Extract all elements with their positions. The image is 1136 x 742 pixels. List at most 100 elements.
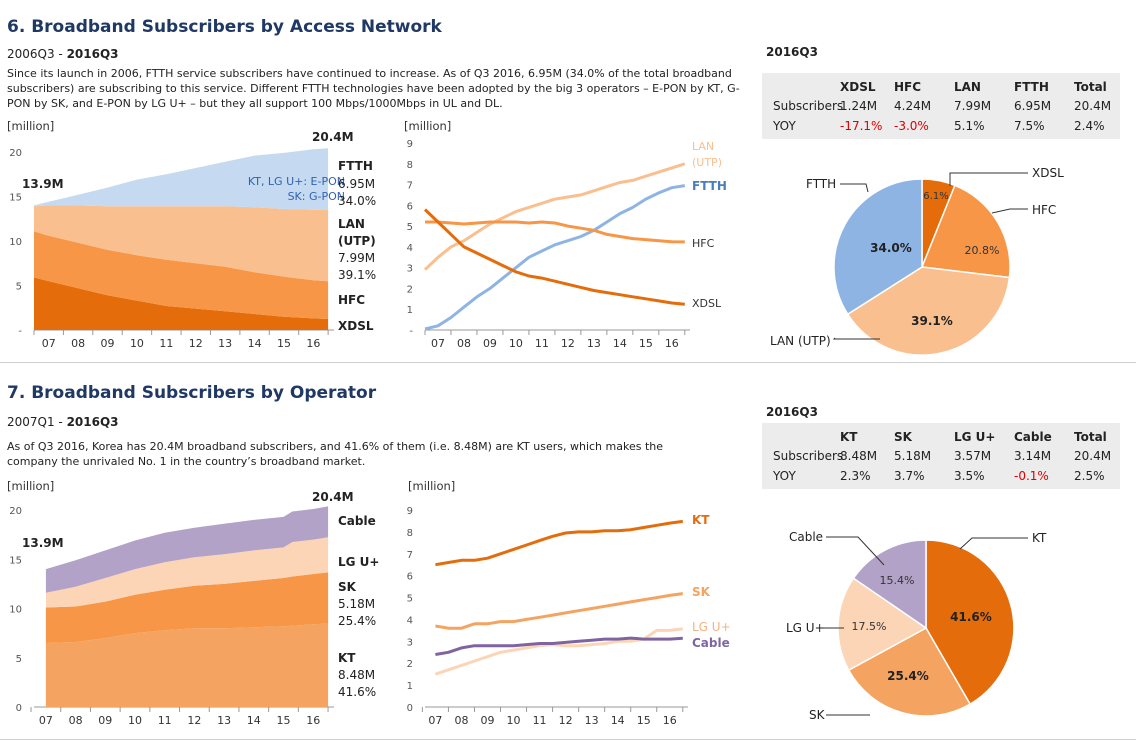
table-cell: 3.7% [894,469,925,483]
pie6-chart: 6.1% 20.8% 39.1% 34.0% XDSL HFC LAN (UTP) FTTH [770,166,1064,356]
y-tick-label: 6 [407,572,413,583]
table-cell: 3.57M [954,449,992,463]
start-total-label: 13.9M [22,536,64,550]
chart7b-unit-label: [million] [408,479,456,493]
y-tick-label: 6 [407,201,413,212]
y-tick-label: 1 [407,305,413,316]
x-tick-label: 16 [663,714,677,727]
x-tick-label: 08 [69,714,83,727]
sk-share: 25.4% [338,614,376,628]
chart6a-stacked-area: - 5 10 15 20 07 08 09 10 11 12 13 14 15 16 13.9M 20.4M KT… [9,130,376,350]
pie-category-label: XDSL [1032,166,1064,180]
table-cell: 2.3% [840,469,871,483]
table-cell: 5.1% [954,119,985,133]
y-tick-label: 7 [407,181,413,192]
end-total-label: 20.4M [312,490,354,504]
lgu-line-label: LG U+ [692,620,730,634]
area-series-sk [45,572,329,643]
table-row-label: YOY [773,469,796,483]
pie-label: 17.5% [852,620,887,633]
cable-line-label: Cable [692,636,730,650]
pie-label: 20.8% [965,244,1000,257]
table-header: SK [894,430,912,444]
pie-label: 25.4% [887,669,929,683]
table7-title: 2016Q3 [766,405,818,419]
chart6a-unit-label: [million] [7,119,55,133]
x-tick-label: 09 [483,337,497,350]
y-tick-label: 2 [407,284,413,295]
x-tick-label: 16 [306,337,320,350]
table-cell-negative: -3.0% [894,119,929,133]
table-cell: 2.5% [1074,469,1105,483]
line-series-lg-u- [434,627,683,676]
table-cell: 8.48M [840,449,878,463]
period-end: 2016Q3 [66,47,119,61]
table7: KT SK LG U+ Cable Total Subscribers 8.48… [762,423,1120,489]
hfc-line-label: HFC [692,237,715,250]
table-header: HFC [894,80,922,94]
y-tick-label: 0 [407,703,413,714]
line-series-kt [435,519,683,567]
kt-value: 8.48M [338,668,375,682]
kt-line-label: KT [692,513,710,527]
x-tick-label: 14 [611,714,625,727]
period-end: 2016Q3 [66,415,119,429]
y-tick-label: 5 [407,222,413,233]
y-tick-label: 4 [407,615,413,626]
table-cell: 7.5% [1014,119,1045,133]
hfc-label: HFC [338,293,365,307]
table-row-label: Subscribers [773,449,844,463]
y-tick-label: 4 [407,243,413,254]
table-header: Cable [1014,430,1052,444]
table-cell: 3.5% [954,469,985,483]
lan-share: 39.1% [338,268,376,282]
x-tick-label: 10 [128,714,142,727]
x-tick-label: 12 [559,714,573,727]
pie-category-label: LAN (UTP) [770,334,831,348]
x-tick-label: 15 [277,337,291,350]
x-tick-label: 11 [533,714,547,727]
section7-title: 7. Broadband Subscribers by Operator [7,383,377,403]
y-tick-label: 15 [9,193,22,204]
y-tick-label: 3 [407,637,413,648]
start-total-label: 13.9M [22,177,64,191]
x-tick-label: 08 [454,714,468,727]
x-tick-label: 07 [42,337,56,350]
ftth-note: KT, LG U+: E-PON [248,175,345,188]
lgu-label: LG U+ [338,555,379,569]
pie-label: 41.6% [950,610,992,624]
table-cell: 1.24M [840,99,878,113]
pie-slice-ftth [833,178,923,316]
ftth-note: SK: G-PON [288,190,345,203]
ftth-share: 34.0% [338,194,376,208]
pie-category-label: HFC [1032,203,1056,217]
pie-category-label: SK [809,708,826,722]
table-cell: 20.4M [1074,449,1112,463]
y-tick-label: 9 [407,139,413,150]
x-tick-label: 13 [587,337,601,350]
description-line: company the unrivaled No. 1 in the count… [7,455,366,468]
area-series-hfc [34,231,329,319]
description-line: As of Q3 2016, Korea has 20.4M broadband… [7,440,663,453]
x-tick-label: 08 [71,337,85,350]
lan-value: 7.99M [338,251,375,265]
area-series-xdsl [34,277,329,330]
y-tick-label: 20 [9,148,22,159]
x-tick-label: 12 [187,714,201,727]
line-series-lan-utp- [423,162,686,271]
x-tick-label: 14 [247,714,261,727]
cable-label: Cable [338,514,376,528]
x-tick-label: 13 [218,337,232,350]
leader-line [949,172,1028,186]
pie-category-label: LG U+ [786,621,825,635]
lan-label: (UTP) [338,234,376,248]
y-tick-label: - [409,326,413,337]
kt-share: 41.6% [338,685,376,699]
xdsl-line-label: XDSL [692,297,722,310]
table-row-label: YOY [773,119,796,133]
xdsl-label: XDSL [338,319,374,333]
x-tick-label: 11 [158,714,172,727]
pie-slice-lg-u- [837,577,928,672]
line-series-xdsl [423,208,685,306]
leader-line [991,208,1028,214]
